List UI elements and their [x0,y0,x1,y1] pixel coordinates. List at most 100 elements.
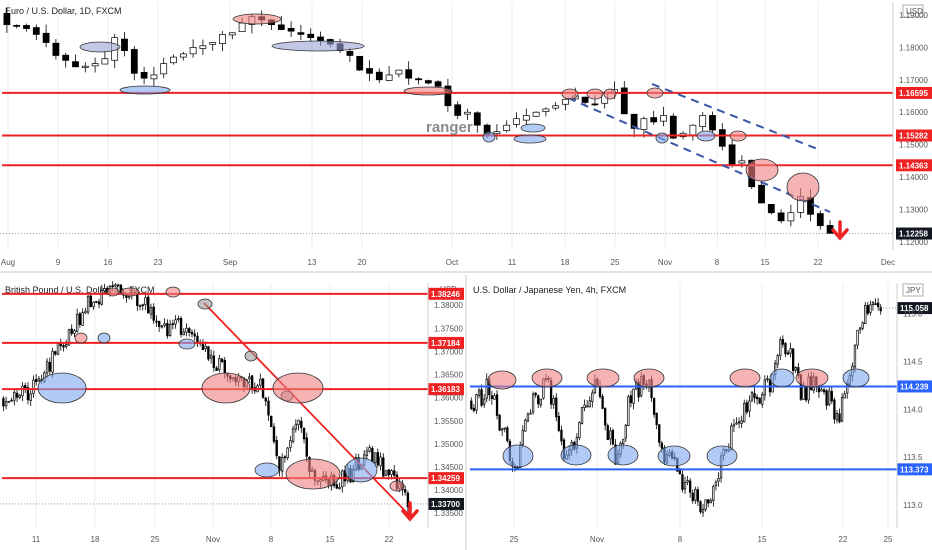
level-price-tag [428,383,464,396]
level-price-tag [896,86,932,99]
candle [405,69,413,79]
candle [91,63,99,67]
candle [591,103,599,106]
currency-label: JPY [906,286,921,295]
candle [650,117,658,123]
time-tick-label: Oct [446,258,459,267]
candle [13,25,21,27]
candle [346,51,354,56]
candle [766,378,769,380]
candle [163,323,166,326]
candle [280,457,284,472]
candle [758,184,765,204]
bearish-arrow [831,220,849,241]
candle [97,301,101,305]
time-tick-label: 25 [611,258,620,267]
last-price-tag [896,227,932,240]
candle [477,389,481,396]
candle [78,313,82,325]
candle [658,424,661,443]
bearish-arrow [401,501,419,522]
range-ellipse [706,445,738,467]
channel-line-lower [567,97,831,213]
candle [261,378,265,398]
price-tick-label: 1.15000 [899,141,928,150]
candle [2,398,5,407]
candle [406,492,410,508]
candle [92,301,95,308]
range-ellipse [254,462,280,478]
candle [802,386,805,400]
eurusd-panel: Euro / U.S. Dollar, 1D, FXCM USD 1.16595 1.… [0,2,932,273]
candle [534,392,537,396]
candle [816,213,824,227]
range-ellipse [285,458,341,490]
candle [65,344,68,347]
candle [278,456,281,471]
candle [18,394,21,398]
candle [856,329,859,346]
candle [864,305,867,324]
last-price-tag [897,302,932,315]
candle [624,424,627,439]
channel-line-upper [651,83,821,151]
candle [879,306,882,312]
last-price-label: 1.33700 [431,500,460,509]
candle [699,115,707,127]
candle [228,32,236,36]
price-tick-label: 1.36000 [434,394,463,403]
candle [792,348,795,372]
last-price-tag [428,497,464,510]
candle [375,71,383,81]
candle [15,392,19,398]
candle [385,74,393,81]
range-ellipse [520,123,546,133]
candle [560,429,563,442]
candle [498,414,501,431]
candle [513,118,520,125]
candle [717,478,720,482]
candle [160,325,164,328]
candle [86,295,90,313]
candle [552,105,560,109]
candle [42,32,50,43]
candle [81,65,89,68]
candle [526,414,530,422]
candle [390,470,393,475]
candle [640,118,648,130]
candle [141,304,144,307]
candle [704,499,707,510]
candle [753,393,756,399]
price-tick-label: 1.35000 [434,440,463,449]
candle [493,131,501,134]
level-price-tag [428,336,464,349]
candle [828,390,831,406]
level-price-tag [896,159,932,172]
candle [557,415,560,431]
candle [767,204,775,214]
time-tick-label: 25 [151,535,160,544]
level-price-label: 114.239 [900,382,929,391]
candle [150,74,158,80]
range-ellipse [271,40,365,52]
candle [820,389,823,392]
candle [578,422,581,439]
candle [291,428,295,442]
candle [777,212,785,222]
candle [830,391,833,402]
candle [101,58,109,65]
ranger-annotation: ranger [426,119,473,136]
candle [116,284,120,287]
candle [601,396,604,409]
candle [147,296,150,314]
level-price-label: 1.34259 [431,474,460,483]
candle [73,330,76,334]
level-price-label: 1.38246 [431,290,460,299]
candle [207,346,210,360]
currency-box [902,283,924,297]
range-ellipse [633,368,665,388]
candle [215,367,218,371]
candle [678,470,682,475]
candle [604,407,607,426]
candle [853,345,857,368]
